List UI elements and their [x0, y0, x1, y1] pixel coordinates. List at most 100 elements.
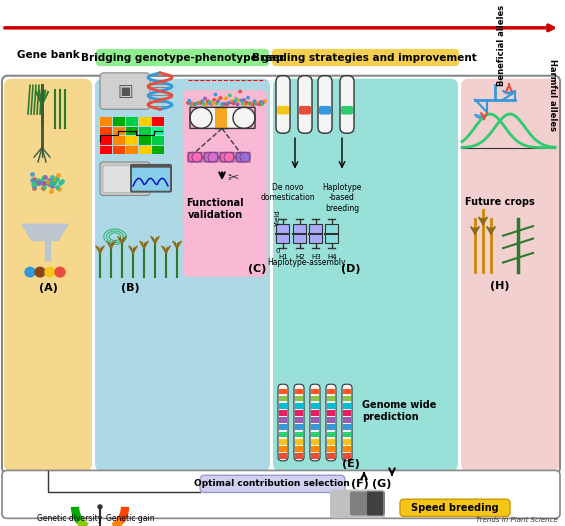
Point [36, 177, 45, 185]
Bar [343, 424, 351, 430]
Ellipse shape [188, 153, 198, 162]
Bar [343, 403, 351, 409]
Point [249, 100, 258, 109]
Point [53, 171, 62, 179]
Bar [139, 117, 151, 126]
Bar [309, 224, 322, 244]
Text: Genome wide
prediction: Genome wide prediction [362, 400, 436, 422]
Point [33, 176, 42, 185]
Bar [100, 146, 112, 154]
Point [234, 96, 244, 105]
Bar [295, 432, 303, 438]
Point [214, 97, 223, 105]
Point [221, 94, 231, 103]
Point [237, 96, 246, 105]
Point [193, 99, 202, 107]
Ellipse shape [192, 153, 202, 162]
FancyBboxPatch shape [278, 384, 288, 461]
Bar [126, 117, 138, 126]
Bar [126, 127, 138, 135]
Point [39, 179, 48, 187]
Text: (E): (E) [342, 459, 360, 469]
Text: (F): (F) [351, 479, 369, 489]
Text: Haplotype
-based
breeding: Haplotype -based breeding [322, 183, 362, 213]
Point [228, 97, 237, 105]
Point [195, 98, 205, 106]
Bar [311, 424, 319, 430]
Point [30, 175, 39, 183]
Point [44, 178, 53, 187]
Point [33, 179, 42, 187]
Bar [343, 417, 351, 423]
Point [32, 178, 41, 187]
Text: Harmful alleles: Harmful alleles [549, 59, 558, 131]
Ellipse shape [204, 153, 214, 162]
Circle shape [98, 505, 102, 509]
Point [40, 173, 49, 181]
FancyBboxPatch shape [400, 499, 510, 517]
Point [53, 175, 62, 184]
Point [188, 99, 197, 108]
Bar [139, 127, 151, 135]
FancyBboxPatch shape [96, 49, 269, 66]
FancyBboxPatch shape [100, 162, 150, 196]
Point [211, 90, 220, 99]
Point [223, 100, 232, 108]
Point [219, 100, 228, 108]
Bar [279, 453, 287, 459]
Text: Bridging genotype-phenotype gap: Bridging genotype-phenotype gap [81, 53, 283, 63]
Bar [113, 127, 125, 135]
Bar [152, 146, 164, 154]
Ellipse shape [208, 153, 218, 162]
Point [198, 97, 207, 105]
Point [218, 100, 227, 108]
Point [185, 97, 194, 105]
FancyBboxPatch shape [274, 272, 456, 469]
Point [245, 99, 254, 108]
Point [27, 170, 36, 178]
Bar [311, 432, 319, 438]
Bar [327, 410, 335, 416]
FancyBboxPatch shape [132, 168, 170, 191]
Text: (A): (A) [38, 284, 58, 294]
Point [259, 98, 268, 106]
Point [247, 100, 257, 108]
Bar [295, 396, 303, 401]
Text: Trends in Plant Science: Trends in Plant Science [476, 517, 558, 523]
Bar [152, 136, 164, 145]
Text: ✂: ✂ [227, 171, 239, 185]
Bar [126, 146, 138, 154]
FancyBboxPatch shape [294, 384, 304, 461]
Circle shape [55, 267, 65, 277]
Bar [100, 136, 112, 145]
Bar [279, 396, 287, 401]
Point [34, 179, 43, 187]
Point [257, 98, 266, 106]
FancyBboxPatch shape [298, 76, 312, 133]
FancyBboxPatch shape [330, 490, 385, 518]
Bar [327, 453, 335, 459]
Bar [295, 439, 303, 444]
Text: Genetic diversity: Genetic diversity [37, 514, 103, 523]
Point [42, 179, 51, 188]
FancyBboxPatch shape [276, 76, 290, 133]
Text: Breeding strategies and improvement: Breeding strategies and improvement [251, 53, 476, 63]
Point [254, 98, 263, 107]
Point [246, 99, 255, 108]
Text: (H): (H) [490, 281, 510, 291]
Bar [311, 446, 319, 452]
FancyBboxPatch shape [103, 166, 147, 193]
Point [229, 99, 238, 108]
FancyBboxPatch shape [130, 164, 172, 193]
Point [233, 100, 242, 109]
Polygon shape [22, 224, 68, 240]
Bar [279, 424, 287, 430]
Bar [279, 439, 287, 444]
Point [48, 178, 57, 187]
Bar [327, 417, 335, 423]
Point [255, 100, 264, 108]
Ellipse shape [220, 153, 230, 162]
Point [244, 94, 253, 102]
Point [197, 99, 206, 107]
Point [46, 178, 55, 186]
